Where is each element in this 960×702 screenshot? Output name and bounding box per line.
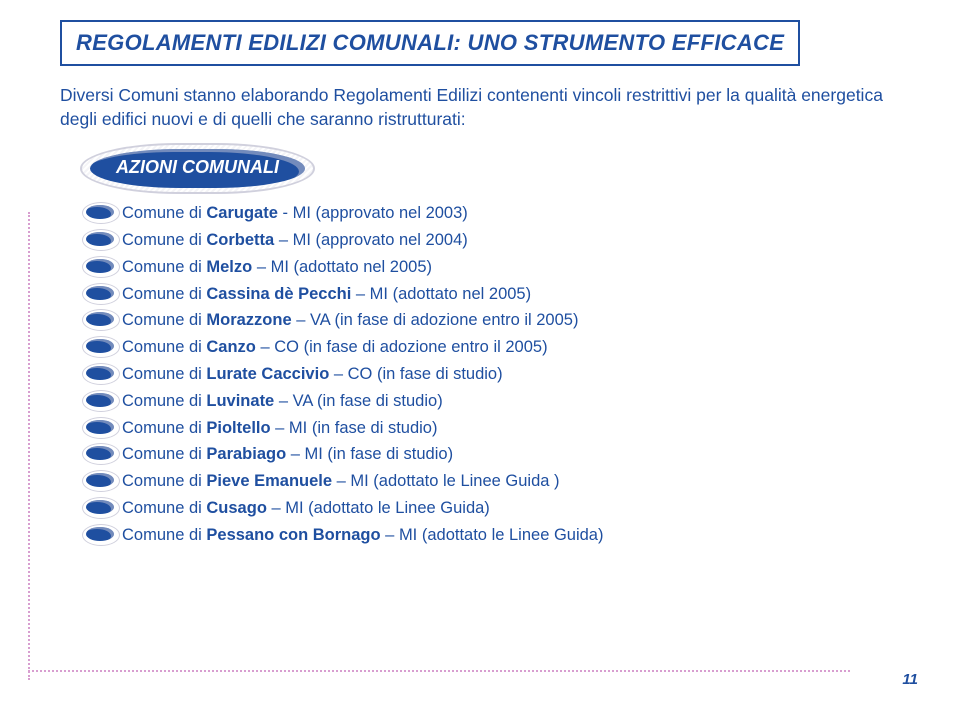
list-item: Comune di Cassina dè Pecchi – MI (adotta… bbox=[60, 285, 920, 305]
item-prefix: Comune di bbox=[122, 338, 206, 356]
item-suffix: – MI (adottato le Linee Guida) bbox=[267, 499, 490, 517]
item-suffix: – MI (adottato le Linee Guida) bbox=[381, 526, 604, 544]
item-comune: Luvinate bbox=[206, 392, 274, 410]
dotted-vertical-rule bbox=[28, 212, 30, 680]
item-suffix: – CO (in fase di adozione entro il 2005) bbox=[256, 338, 548, 356]
item-comune: Corbetta bbox=[206, 231, 274, 249]
item-comune: Lurate Caccivio bbox=[206, 365, 329, 383]
list-item: Comune di Cusago – MI (adottato le Linee… bbox=[60, 499, 920, 519]
list-item: Comune di Morazzone – VA (in fase di ado… bbox=[60, 311, 920, 331]
dotted-horizontal-rule bbox=[28, 670, 850, 672]
list-item: Comune di Pioltello – MI (in fase di stu… bbox=[60, 419, 920, 439]
item-comune: Pessano con Bornago bbox=[206, 526, 380, 544]
item-comune: Carugate bbox=[206, 204, 278, 222]
list-item: Comune di Pieve Emanuele – MI (adottato … bbox=[60, 472, 920, 492]
item-prefix: Comune di bbox=[122, 365, 206, 383]
list-item: Comune di Luvinate – VA (in fase di stud… bbox=[60, 392, 920, 412]
list-item: Comune di Parabiago – MI (in fase di stu… bbox=[60, 445, 920, 465]
item-prefix: Comune di bbox=[122, 258, 206, 276]
item-suffix: – MI (adottato le Linee Guida ) bbox=[332, 472, 559, 490]
item-comune: Cusago bbox=[206, 499, 267, 517]
item-comune: Parabiago bbox=[206, 445, 286, 463]
item-prefix: Comune di bbox=[122, 526, 206, 544]
item-suffix: - MI (approvato nel 2003) bbox=[278, 204, 468, 222]
item-prefix: Comune di bbox=[122, 231, 206, 249]
item-suffix: – CO (in fase di studio) bbox=[329, 365, 502, 383]
item-comune: Morazzone bbox=[206, 311, 291, 329]
item-prefix: Comune di bbox=[122, 445, 206, 463]
item-suffix: – MI (adottato nel 2005) bbox=[252, 258, 432, 276]
comuni-list: Comune di Carugate - MI (approvato nel 2… bbox=[60, 204, 920, 545]
item-prefix: Comune di bbox=[122, 392, 206, 410]
item-prefix: Comune di bbox=[122, 204, 206, 222]
slide-title: REGOLAMENTI EDILIZI COMUNALI: UNO STRUME… bbox=[76, 30, 784, 56]
item-suffix: – MI (in fase di studio) bbox=[271, 419, 438, 437]
title-box: REGOLAMENTI EDILIZI COMUNALI: UNO STRUME… bbox=[60, 20, 800, 66]
item-prefix: Comune di bbox=[122, 311, 206, 329]
item-comune: Canzo bbox=[206, 338, 256, 356]
item-suffix: – MI (adottato nel 2005) bbox=[351, 285, 531, 303]
list-item: Comune di Melzo – MI (adottato nel 2005) bbox=[60, 258, 920, 278]
item-comune: Cassina dè Pecchi bbox=[206, 285, 351, 303]
item-suffix: – MI (approvato nel 2004) bbox=[274, 231, 468, 249]
item-suffix: – VA (in fase di adozione entro il 2005) bbox=[292, 311, 579, 329]
item-comune: Pieve Emanuele bbox=[206, 472, 332, 490]
list-item: Comune di Carugate - MI (approvato nel 2… bbox=[60, 204, 920, 224]
list-item: Comune di Pessano con Bornago – MI (adot… bbox=[60, 526, 920, 546]
page-number: 11 bbox=[902, 671, 918, 688]
list-item: Comune di Corbetta – MI (approvato nel 2… bbox=[60, 231, 920, 251]
item-suffix: – MI (in fase di studio) bbox=[286, 445, 453, 463]
item-prefix: Comune di bbox=[122, 499, 206, 517]
item-suffix: – VA (in fase di studio) bbox=[274, 392, 442, 410]
section-badge: AZIONI COMUNALI bbox=[90, 149, 305, 188]
item-prefix: Comune di bbox=[122, 472, 206, 490]
intro-paragraph: Diversi Comuni stanno elaborando Regolam… bbox=[60, 84, 920, 131]
item-comune: Pioltello bbox=[206, 419, 270, 437]
list-item: Comune di Lurate Caccivio – CO (in fase … bbox=[60, 365, 920, 385]
slide: REGOLAMENTI EDILIZI COMUNALI: UNO STRUME… bbox=[0, 0, 960, 702]
item-prefix: Comune di bbox=[122, 285, 206, 303]
item-prefix: Comune di bbox=[122, 419, 206, 437]
list-item: Comune di Canzo – CO (in fase di adozion… bbox=[60, 338, 920, 358]
item-comune: Melzo bbox=[206, 258, 252, 276]
